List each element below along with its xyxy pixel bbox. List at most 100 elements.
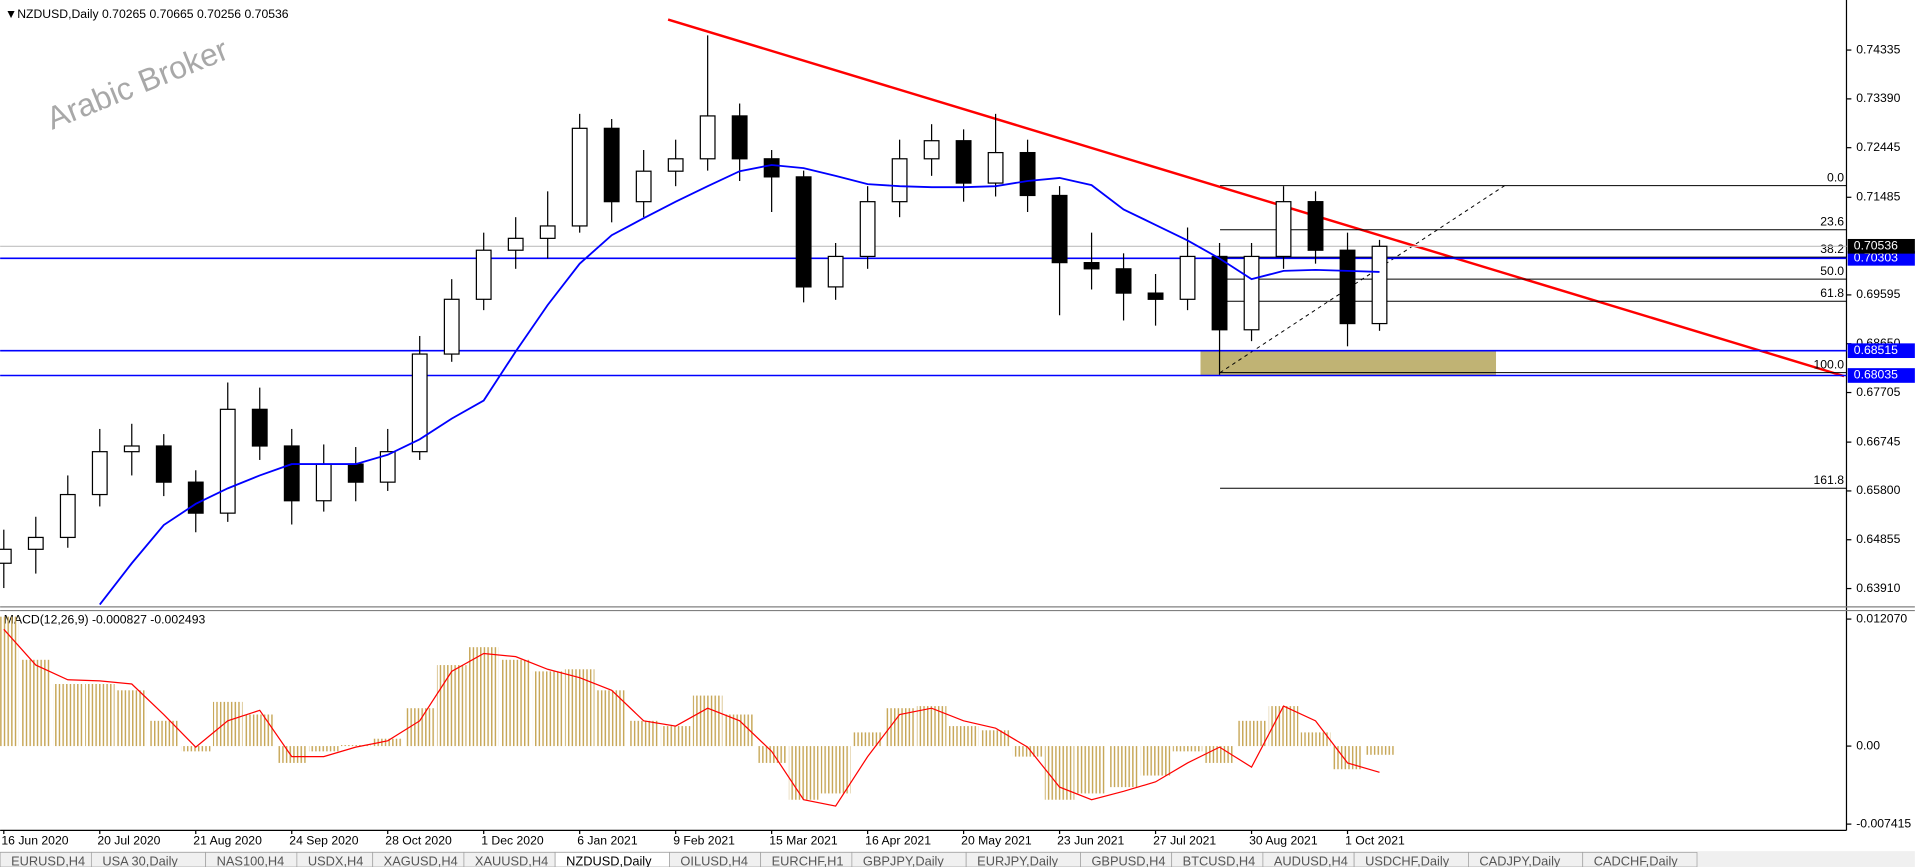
y-tick-label: 0.64855 <box>1856 532 1900 546</box>
tab[interactable] <box>1582 851 1698 867</box>
macd-bar <box>948 726 979 747</box>
tab-label[interactable]: EURUSD,H4 <box>11 854 85 867</box>
x-tick-label: 9 Feb 2021 <box>673 834 735 848</box>
level-label: 0.68515 <box>1854 343 1898 357</box>
x-tick-label: 16 Apr 2021 <box>865 834 931 848</box>
candle-body <box>1019 151 1036 197</box>
support-zone <box>1200 350 1497 377</box>
level-label: 0.68035 <box>1854 368 1898 382</box>
macd-bar <box>820 746 851 794</box>
macd-bar <box>21 659 51 747</box>
tab-label[interactable]: USDCHF,Daily <box>1365 854 1450 867</box>
candle-body <box>635 170 652 203</box>
candle-body <box>27 536 44 550</box>
fib-label: 0.0 <box>1827 171 1844 185</box>
tab-label[interactable]: CADCHF,Daily <box>1594 854 1679 867</box>
candle-body <box>1275 201 1292 258</box>
macd-bar <box>1012 746 1043 757</box>
x-tick-label: 28 Oct 2020 <box>385 834 452 848</box>
candle-body <box>1083 262 1100 270</box>
x-tick-label: 15 Mar 2021 <box>769 834 838 848</box>
tab-label[interactable]: GBPUSD,H4 <box>1091 854 1165 867</box>
x-tick-label: 21 Aug 2020 <box>193 834 262 848</box>
tab-label[interactable]: XAUUSD,H4 <box>475 854 548 867</box>
macd-bar <box>0 616 19 747</box>
macd-bar <box>500 659 531 747</box>
macd-bar <box>340 745 371 747</box>
macd-bar <box>628 720 659 747</box>
macd-bar <box>596 690 627 747</box>
moving-average <box>99 164 1380 606</box>
tab-label[interactable]: NZDUSD,Daily <box>566 854 652 867</box>
candle-body <box>0 548 12 564</box>
macd-bar <box>85 684 115 747</box>
macd-bar <box>212 701 243 747</box>
candle-body <box>475 249 492 300</box>
macd-bar <box>788 746 819 800</box>
level-label-box <box>1847 368 1915 383</box>
tab-label[interactable]: CADJPY,Daily <box>1479 854 1561 867</box>
candle-body <box>283 445 300 502</box>
candle-body <box>1051 194 1068 264</box>
y-tick-label: 0.71485 <box>1856 189 1900 203</box>
candle-body <box>251 408 268 447</box>
tab-label[interactable]: BTCUSD,H4 <box>1183 854 1256 867</box>
macd-y-tick-label: 0.00 <box>1856 738 1880 752</box>
collapse-icon: ▼ <box>5 7 17 21</box>
tab-label[interactable]: EURJPY,Daily <box>977 854 1059 867</box>
tab-label[interactable]: XAGUSD,H4 <box>384 854 458 867</box>
macd-signal <box>3 628 1380 807</box>
y-tick-label: 0.65800 <box>1856 483 1900 497</box>
fib-label: 161.8 <box>1813 473 1844 487</box>
candle-body <box>891 158 908 203</box>
tab-label[interactable]: AUDUSD,H4 <box>1274 854 1348 867</box>
candle-body <box>571 127 588 227</box>
candle-body <box>1211 255 1228 331</box>
macd-bar <box>916 706 947 747</box>
candle-body <box>1147 292 1164 300</box>
macd-y-tick-label: -0.007415 <box>1856 816 1911 830</box>
macd-title: MACD(12,26,9) -0.000827 -0.002493 <box>4 613 206 627</box>
candle-body <box>187 481 204 514</box>
candle-body <box>219 408 236 514</box>
candle-body <box>859 201 876 258</box>
tab-label[interactable]: GBPJPY,Daily <box>863 854 945 867</box>
tab-label[interactable]: NAS100,H4 <box>217 854 285 867</box>
y-tick-label: 0.74335 <box>1856 42 1900 56</box>
candle-body <box>1307 201 1324 251</box>
macd-bar <box>116 690 147 747</box>
fib-label: 23.6 <box>1820 215 1844 229</box>
candle-body <box>347 463 364 483</box>
y-tick-label: 0.72445 <box>1856 140 1900 154</box>
fib-label: 38.2 <box>1820 242 1844 256</box>
macd-bar <box>1076 746 1107 794</box>
candle-body <box>699 115 716 160</box>
macd-bar <box>692 695 723 747</box>
candle-body <box>763 158 780 178</box>
macd-bar <box>980 730 1011 747</box>
candle-body <box>59 493 76 539</box>
x-tick-label: 27 Jul 2021 <box>1153 834 1216 848</box>
candle-body <box>795 176 812 288</box>
chart-title: NZDUSD,Daily 0.70265 0.70665 0.70256 0.7… <box>17 7 289 21</box>
candle-body <box>731 115 748 160</box>
candle-body <box>827 255 844 288</box>
candle-body <box>1371 245 1388 325</box>
candle-body <box>91 451 108 496</box>
fib-label: 61.8 <box>1820 286 1844 300</box>
candle-body <box>443 298 460 355</box>
x-tick-label: 30 Aug 2021 <box>1249 834 1318 848</box>
candle-body <box>1115 268 1132 294</box>
tab-label[interactable]: OILUSD,H4 <box>680 854 748 867</box>
macd-bar <box>1108 746 1139 788</box>
tab-label[interactable]: USA 30,Daily <box>102 854 178 867</box>
x-tick-label: 1 Oct 2021 <box>1345 834 1405 848</box>
tab-label[interactable]: EURCHF,H1 <box>772 854 844 867</box>
x-tick-label: 6 Jan 2021 <box>577 834 638 848</box>
y-tick-label: 0.73390 <box>1856 91 1900 105</box>
candle-body <box>1339 249 1356 325</box>
tab-label[interactable]: USDX,H4 <box>308 854 364 867</box>
y-tick-label: 0.66745 <box>1856 434 1900 448</box>
